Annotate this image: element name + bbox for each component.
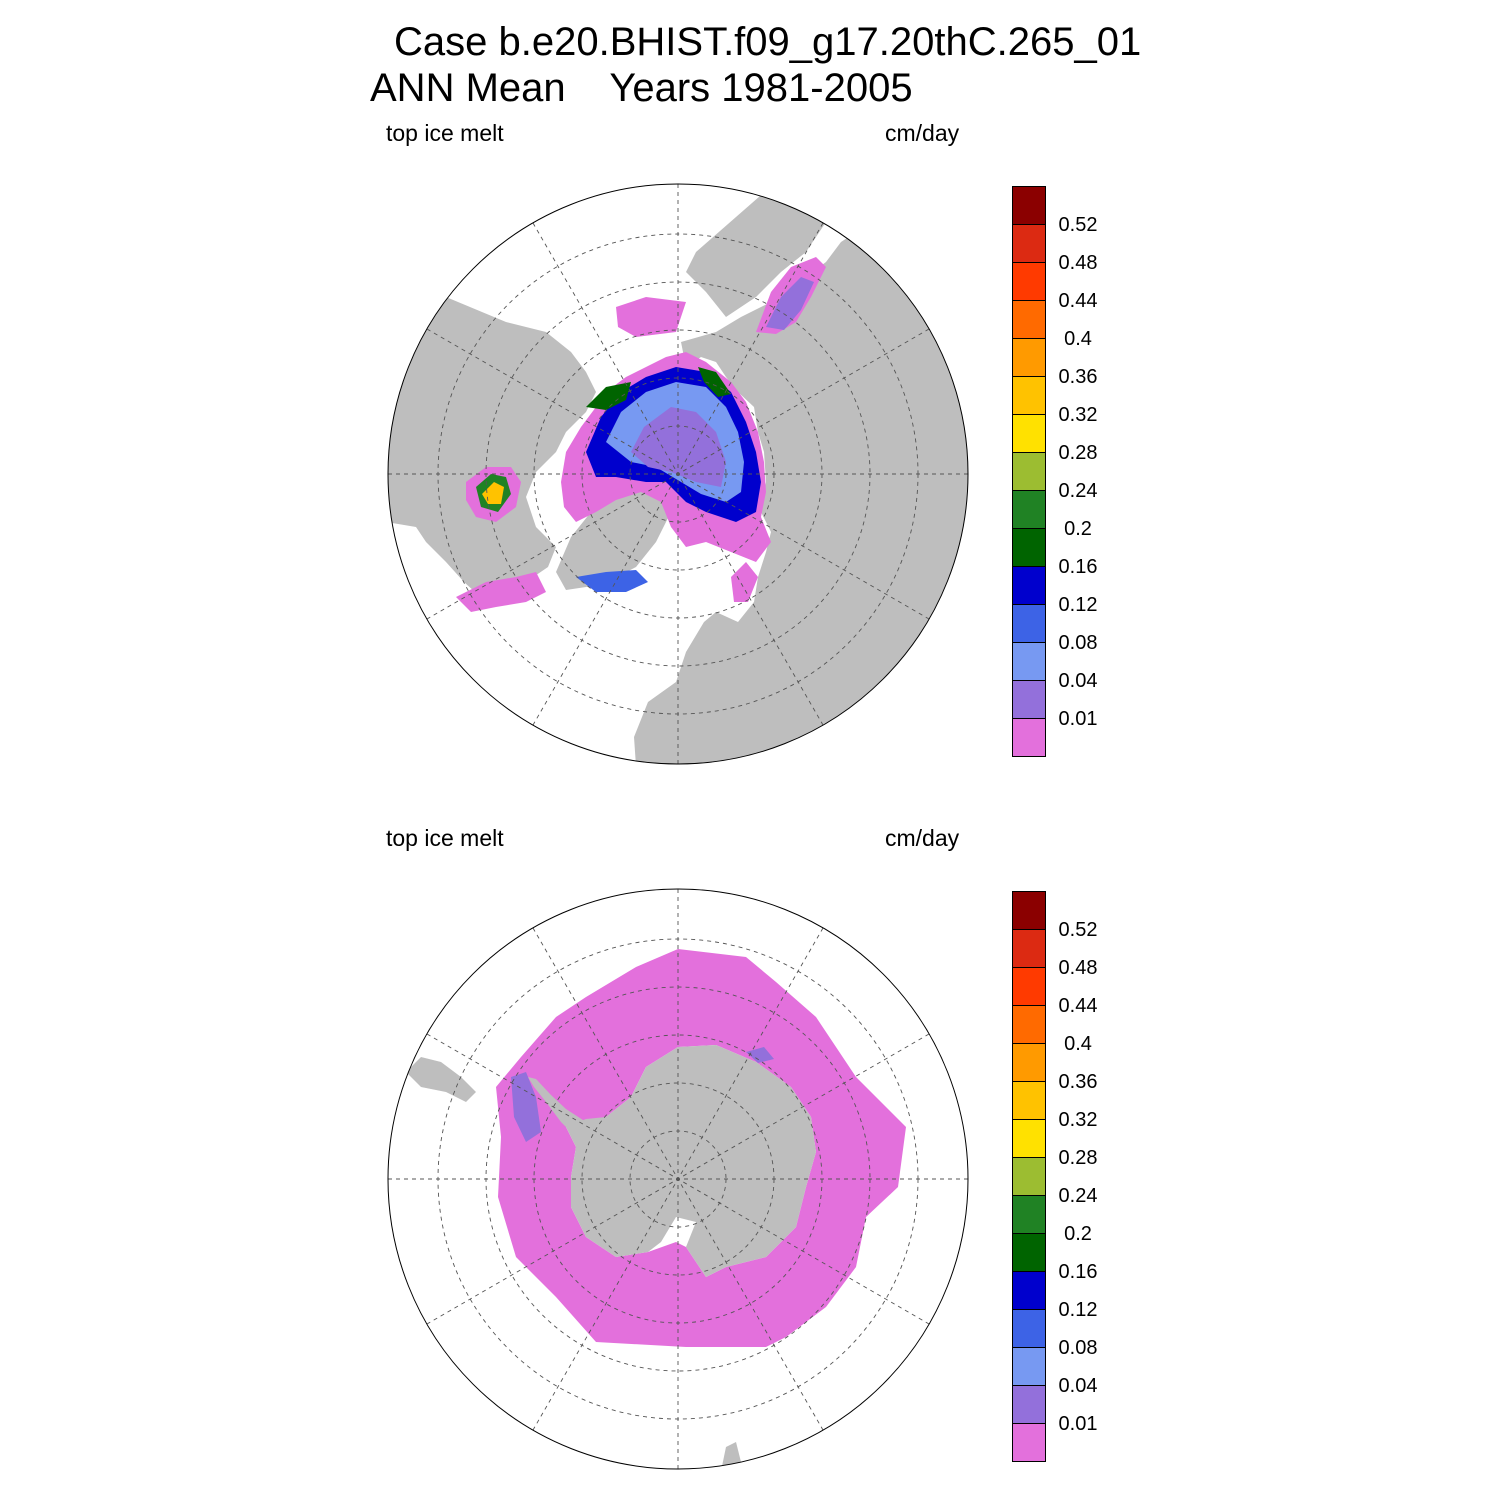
north-cbar-label: 0.16 (1058, 556, 1098, 578)
south-cbar-label: 0.48 (1058, 957, 1098, 979)
north-cbar-bin-10 (1012, 528, 1046, 567)
south-america-landmass (406, 1057, 476, 1102)
south-cbar-bin-13 (1012, 1347, 1046, 1386)
north-cbar-bin-8 (1012, 452, 1046, 491)
north-cbar-bin-6 (1012, 376, 1046, 415)
south-cbar-label: 0.04 (1058, 1375, 1098, 1397)
south-cbar-label: 0.2 (1064, 1223, 1092, 1245)
north-cbar-bin-11 (1012, 566, 1046, 605)
north-cbar-label: 0.4 (1064, 328, 1092, 350)
antarctica-landmass (566, 1045, 816, 1277)
south-cbar-bin-12 (1012, 1309, 1046, 1348)
greenland-landmass (556, 487, 671, 590)
eurasia-landmass (634, 184, 968, 764)
south-cbar-bin-11 (1012, 1271, 1046, 1310)
south-cbar-bin-10 (1012, 1233, 1046, 1272)
north-cbar-label: 0.48 (1058, 252, 1098, 274)
north-cbar-label: 0.36 (1058, 366, 1098, 388)
south-variable-label: top ice melt (386, 825, 504, 851)
south-cbar-label: 0.12 (1058, 1299, 1098, 1321)
north-cbar-bin-12 (1012, 604, 1046, 643)
north-cbar-label: 0.08 (1058, 632, 1098, 654)
title-case: Case b.e20.BHIST.f09_g17.20thC.265_01 (394, 20, 1142, 64)
south-cbar-bin-6 (1012, 1081, 1046, 1120)
north-cbar-bin-14 (1012, 680, 1046, 719)
south-units-label: cm/day (885, 825, 960, 851)
north-graticule (388, 184, 968, 764)
north-map-border (387, 183, 969, 765)
south-cbar-label: 0.36 (1058, 1071, 1098, 1093)
south-cbar-label: 0.28 (1058, 1147, 1098, 1169)
south-graticule (388, 889, 968, 1469)
south-cbar-label: 0.52 (1058, 919, 1098, 941)
title-period: ANN Mean Years 1981-2005 (370, 66, 913, 110)
south-colorbar (1012, 891, 1046, 1463)
north-colorbar (1012, 186, 1046, 758)
north-variable-label: top ice melt (386, 120, 504, 146)
south-cbar-bin-9 (1012, 1195, 1046, 1234)
south-cbar-label: 0.32 (1058, 1109, 1098, 1131)
north-cbar-bin-4 (1012, 300, 1046, 339)
north-cbar-bin-3 (1012, 262, 1046, 301)
north-america-landmass (388, 297, 596, 602)
north-cbar-bin-5 (1012, 338, 1046, 377)
north-cbar-label: 0.44 (1058, 290, 1098, 312)
south-cbar-bin-5 (1012, 1043, 1046, 1082)
north-cbar-bin-7 (1012, 414, 1046, 453)
north-cbar-label: 0.24 (1058, 480, 1098, 502)
south-cbar-bin-2 (1012, 929, 1046, 968)
south-cbar-label: 0.16 (1058, 1261, 1098, 1283)
southern-sea-ice (496, 949, 906, 1347)
north-cbar-bin-1 (1012, 186, 1046, 225)
north-polar-map (387, 183, 969, 765)
south-cbar-bin-3 (1012, 967, 1046, 1006)
south-cbar-label: 0.08 (1058, 1337, 1098, 1359)
north-cbar-label: 0.04 (1058, 670, 1098, 692)
south-cbar-label: 0.24 (1058, 1185, 1098, 1207)
south-cbar-bin-7 (1012, 1119, 1046, 1158)
north-cbar-bin-13 (1012, 642, 1046, 681)
south-cbar-label: 0.4 (1064, 1033, 1092, 1055)
north-cbar-label: 0.52 (1058, 214, 1098, 236)
north-cbar-label: 0.32 (1058, 404, 1098, 426)
north-cbar-bin-2 (1012, 224, 1046, 263)
south-cbar-bin-8 (1012, 1157, 1046, 1196)
south-cbar-label: 0.44 (1058, 995, 1098, 1017)
north-cbar-label: 0.2 (1064, 518, 1092, 540)
north-units-label: cm/day (885, 120, 960, 146)
south-cbar-bin-15 (1012, 1423, 1046, 1462)
south-cbar-bin-1 (1012, 891, 1046, 930)
north-cbar-label: 0.01 (1058, 708, 1098, 730)
north-cbar-bin-9 (1012, 490, 1046, 529)
south-cbar-bin-4 (1012, 1005, 1046, 1044)
south-cbar-bin-14 (1012, 1385, 1046, 1424)
south-cbar-label: 0.01 (1058, 1413, 1098, 1435)
north-cbar-bin-15 (1012, 718, 1046, 757)
south-polar-map (387, 888, 969, 1470)
north-cbar-label: 0.12 (1058, 594, 1098, 616)
north-cbar-label: 0.28 (1058, 442, 1098, 464)
south-map-border (387, 888, 969, 1470)
